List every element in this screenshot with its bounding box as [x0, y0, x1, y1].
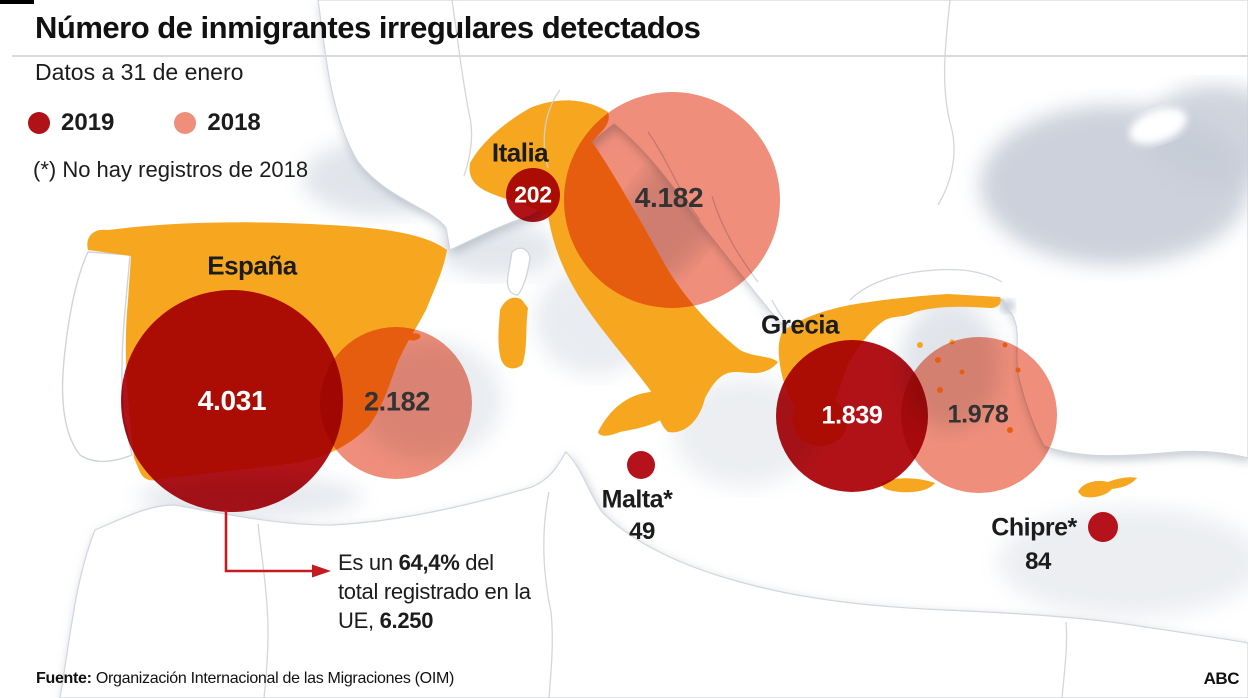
africa-landmass [59, 451, 1248, 698]
label-greece: Grecia [761, 309, 839, 340]
annotation-text: Es un 64,4% del total registrado en la U… [338, 548, 534, 635]
legend: 2019 2018 [28, 109, 261, 137]
legend-label-2019: 2019 [61, 109, 115, 136]
bubble-italy-2019-value: 202 [514, 181, 552, 208]
bubble-greece-2019 [776, 340, 928, 492]
sicily-shape [598, 391, 674, 436]
bubble-spain-2019-value: 4.031 [197, 385, 267, 416]
corsica-shape [506, 247, 531, 296]
page-title: Número de inmigrantes irregulares detect… [35, 10, 701, 45]
legend-label-2018: 2018 [207, 109, 261, 136]
crete-shape [881, 478, 935, 493]
bubble-italy-2018-value: 4.182 [634, 182, 704, 213]
source-label: Fuente: [36, 670, 92, 687]
cyprus-shape [1078, 477, 1137, 498]
annotation-total: 6.250 [379, 608, 434, 633]
annotation-pre: Es un [338, 550, 399, 575]
label-spain: España [207, 250, 297, 281]
brand-abc: ABC [1203, 669, 1240, 688]
bubble-italy-2018 [564, 92, 780, 308]
bubble-cyprus-2019-value: 84 [1025, 548, 1051, 575]
label-cyprus: Chipre* [991, 513, 1077, 542]
label-italy: Italia [491, 137, 549, 168]
bubble-malta-2019 [627, 451, 655, 479]
bubble-spain-2018-value: 2.182 [363, 386, 431, 417]
legend-dot-2019 [28, 112, 50, 134]
top-left-crop-mark [0, 0, 34, 4]
bubble-greece-2019-value: 1.839 [821, 401, 883, 430]
annotation-arrow [224, 510, 331, 578]
source-line: Fuente: Organización Internacional de la… [36, 670, 454, 688]
bubble-malta-2019-value: 49 [629, 518, 655, 545]
annotation-percent: 64,4% [398, 550, 460, 575]
source-text: Organización Internacional de las Migrac… [91, 670, 455, 687]
legend-dot-2018 [174, 112, 197, 134]
sardinia-shape [498, 297, 528, 369]
bubble-greece-2018-value: 1.978 [947, 400, 1009, 429]
page-subtitle: Datos a 31 de enero [35, 59, 244, 85]
bubble-spain-2018 [320, 327, 472, 479]
title-rule [12, 55, 1248, 57]
annotation-mid: del total registrado en la UE, [338, 550, 531, 633]
bubble-spain-2019 [121, 290, 343, 512]
bubble-cyprus-2019 [1088, 512, 1118, 542]
black-sea [980, 85, 1248, 313]
portugal-shape [61, 251, 133, 463]
footnote-no-2018-records: (*) No hay registros de 2018 [33, 157, 309, 182]
bubble-italy-2019 [506, 168, 560, 222]
label-malta: Malta* [601, 485, 673, 514]
